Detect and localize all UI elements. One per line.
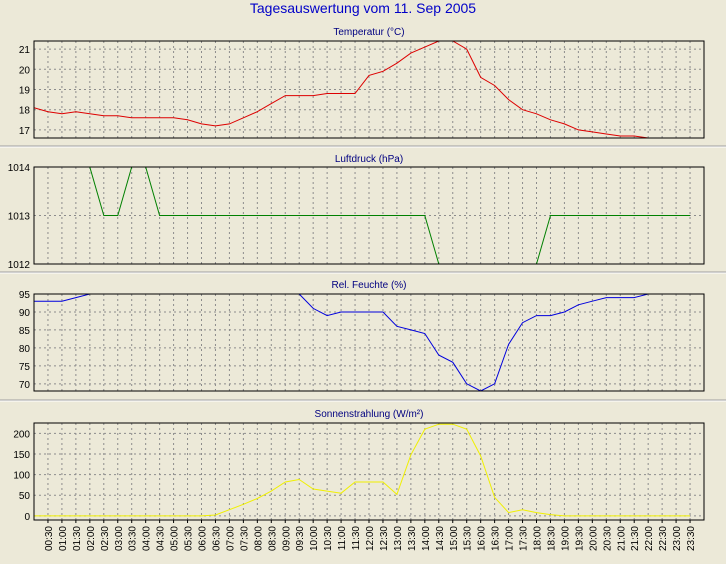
x-tick-label: 04:30: [156, 526, 167, 551]
y-tick-label: 90: [19, 308, 31, 319]
x-tick-label: 05:30: [184, 526, 195, 551]
y-tick-label: 95: [19, 290, 31, 301]
x-tick-label: 03:00: [114, 526, 125, 551]
series-line: [34, 41, 690, 138]
chart-panel-3: Sonnenstrahlung (W/m²) 0 50 100 150 200: [13, 409, 705, 523]
x-tick-label: 08:30: [267, 526, 278, 551]
chart-title: Temperatur (°C): [333, 27, 404, 38]
x-tick-label: 23:00: [672, 526, 683, 551]
x-tick-label: 05:00: [170, 526, 181, 551]
y-tick-label: 85: [19, 326, 31, 337]
x-tick-label: 10:00: [309, 526, 320, 551]
x-tick-label: 13:30: [407, 526, 418, 551]
series-line: [34, 294, 651, 391]
x-tick-label: 14:30: [435, 526, 446, 551]
y-tick-label: 80: [19, 344, 31, 355]
x-tick-label: 15:30: [463, 526, 474, 551]
x-tick-label: 09:30: [295, 526, 306, 551]
series-line: [34, 167, 690, 264]
chart-panel-0: Temperatur (°C) 17 18 19 20 21: [19, 27, 705, 139]
x-tick-label: 11:00: [337, 526, 348, 551]
page-title: Tagesauswertung vom 11. Sep 2005: [249, 0, 477, 16]
x-tick-label: 22:00: [644, 526, 655, 551]
y-tick-label: 50: [19, 491, 31, 502]
x-tick-label: 04:00: [142, 526, 153, 551]
plot-frame: [33, 166, 705, 265]
y-tick-label: 75: [19, 362, 31, 373]
x-tick-label: 15:00: [449, 526, 460, 551]
x-tick-label: 19:00: [560, 526, 571, 551]
x-tick-label: 01:00: [58, 526, 69, 551]
y-tick-label: 20: [19, 65, 31, 76]
x-tick-label: 17:30: [519, 526, 530, 551]
plot-frame: [33, 40, 705, 139]
x-tick-label: 23:30: [686, 526, 697, 551]
x-tick-label: 12:30: [379, 526, 390, 551]
x-tick-label: 14:00: [421, 526, 432, 551]
y-tick-label: 19: [19, 86, 31, 97]
chart-panel-2: Rel. Feuchte (%) 70 75 80 85 90 95: [19, 280, 705, 392]
x-tick-label: 02:00: [86, 526, 97, 551]
y-tick-label: 200: [13, 429, 30, 440]
x-tick-label: 01:30: [72, 526, 83, 551]
y-tick-label: 18: [19, 106, 31, 117]
y-tick-label: 150: [13, 450, 30, 461]
x-tick-label: 06:30: [211, 526, 222, 551]
y-tick-label: 1014: [8, 163, 31, 174]
x-tick-label: 22:30: [658, 526, 669, 551]
chart-title: Rel. Feuchte (%): [331, 280, 406, 291]
y-tick-label: 100: [13, 471, 30, 482]
x-tick-label: 02:30: [100, 526, 111, 551]
chart-title: Luftdruck (hPa): [335, 154, 403, 165]
series-line: [34, 423, 690, 517]
x-tick-label: 06:00: [198, 526, 209, 551]
x-tick-label: 08:00: [253, 526, 264, 551]
x-tick-label: 12:00: [365, 526, 376, 551]
x-tick-label: 21:30: [630, 526, 641, 551]
x-tick-label: 20:00: [588, 526, 599, 551]
x-tick-label: 07:30: [239, 526, 250, 551]
y-tick-label: 0: [24, 512, 30, 523]
y-tick-label: 1012: [8, 260, 31, 271]
chart-title: Sonnenstrahlung (W/m²): [315, 409, 424, 420]
y-tick-label: 70: [19, 380, 31, 391]
x-tick-label: 00:30: [44, 526, 55, 551]
x-tick-label: 19:30: [574, 526, 585, 551]
plot-frame: [33, 422, 705, 521]
x-tick-label: 13:00: [393, 526, 404, 551]
x-tick-label: 11:30: [351, 526, 362, 551]
x-tick-label: 07:00: [225, 526, 236, 551]
y-tick-label: 1013: [8, 212, 31, 223]
y-tick-label: 17: [19, 126, 31, 137]
x-tick-label: 16:00: [477, 526, 488, 551]
x-tick-label: 18:00: [533, 526, 544, 551]
chart-panel-1: Luftdruck (hPa) 1012 1013 1014: [8, 154, 705, 271]
x-tick-label: 16:30: [491, 526, 502, 551]
plot-frame: [33, 293, 705, 392]
y-tick-label: 21: [19, 45, 31, 56]
x-tick-label: 09:00: [281, 526, 292, 551]
x-tick-label: 03:30: [128, 526, 139, 551]
x-tick-label: 18:30: [546, 526, 557, 551]
x-tick-label: 17:00: [505, 526, 516, 551]
x-tick-label: 10:30: [323, 526, 334, 551]
x-axis: 00:30 01:00 01:30 02:00 02:30 03:00 03:30 04:00…: [44, 520, 697, 551]
x-tick-label: 21:00: [616, 526, 627, 551]
x-tick-label: 20:30: [602, 526, 613, 551]
